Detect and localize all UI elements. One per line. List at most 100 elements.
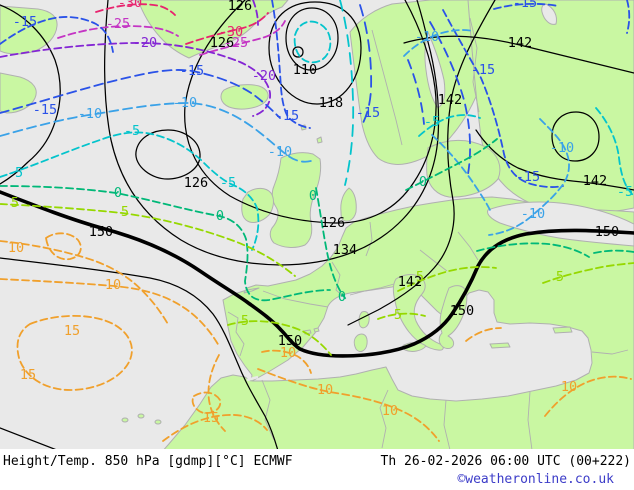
caption-bar: Height/Temp. 850 hPa [gdmp][°C] ECMWF Th… [0, 449, 634, 490]
temp-contour [162, 414, 268, 442]
copyright-link[interactable]: ©weatheronline.co.uk [457, 472, 614, 487]
temp-contour [0, 185, 331, 302]
temp-contour [465, 327, 502, 342]
height-contour [268, 1, 362, 105]
land-layer [0, 0, 634, 449]
contour-label: 10 [317, 382, 333, 398]
weather-map: 1101181261261261261341421421421421501501… [0, 0, 634, 449]
temp-contour [261, 349, 312, 374]
contour-label: 142 [583, 173, 607, 189]
contour-label: 150 [450, 303, 474, 319]
height-contour [135, 129, 201, 180]
contour-label: -15 [13, 14, 37, 30]
land-canary-islands [121, 413, 162, 425]
height-contour [347, 0, 496, 326]
temp-contour [595, 107, 634, 197]
temp-contour [57, 25, 179, 39]
contour-label: 5 [556, 269, 564, 285]
contour-label: -15 [513, 0, 537, 11]
contour-label: 5 [241, 313, 249, 329]
temp-contour [185, 12, 269, 45]
temp-contour [405, 138, 498, 191]
land-labrador [0, 72, 37, 114]
height-contour [0, 257, 279, 449]
contour-label: 142 [398, 274, 422, 290]
land-sardinia [353, 333, 368, 352]
temp-contour [476, 242, 590, 258]
temp-contour [403, 29, 474, 57]
contour-label: -25 [224, 35, 248, 51]
contour-label: -5 [424, 114, 440, 130]
temp-contour [45, 232, 82, 261]
temp-contour [442, 9, 564, 188]
contour-label: 15 [20, 367, 36, 383]
contour-label: 10 [561, 379, 577, 395]
temp-contour [377, 312, 426, 320]
contour-label: 10 [105, 277, 121, 293]
contour-label: 126 [184, 175, 208, 191]
contour-label: -5 [124, 123, 140, 139]
temp-contour [199, 20, 286, 56]
temp-contour [207, 354, 226, 432]
contour-label: 142 [438, 92, 462, 108]
temp-contour [418, 114, 481, 137]
temp-contour [397, 266, 497, 292]
land-cyprus [552, 326, 573, 334]
contour-label-layer: 1101181261261261261341421421421421501501… [7, 0, 633, 426]
temp-contour [429, 21, 471, 175]
contour-label: -5 [220, 175, 236, 191]
sea-black-sea [487, 201, 634, 247]
contour-label: -15 [33, 102, 57, 118]
contour-label: 150 [595, 224, 619, 240]
contour-label: -15 [516, 169, 540, 185]
height-contour [285, 7, 339, 71]
temp-contour [544, 375, 632, 417]
contour-label: 150 [89, 224, 113, 240]
temp-contour [431, 134, 491, 211]
temp-contour [626, 0, 631, 34]
land-corsica [358, 311, 370, 329]
contour-label: -30 [118, 0, 142, 11]
contour-label: 10 [382, 403, 398, 419]
contour-label: 134 [333, 242, 357, 258]
contour-label: 15 [203, 410, 219, 426]
temp-contour [0, 131, 260, 251]
temp-contour [542, 262, 634, 284]
contour-layer [0, 0, 634, 449]
temp-contour [0, 16, 114, 53]
temp-contour [593, 249, 634, 254]
height-contour [0, 427, 56, 449]
contour-label: -15 [180, 63, 204, 79]
temp-contour [257, 368, 440, 442]
contour-label: -10 [268, 144, 292, 160]
contour-label: -20 [133, 35, 157, 51]
temp-contour [493, 2, 559, 10]
contour-label: 5 [11, 195, 19, 211]
temp-contour [315, 187, 346, 299]
contour-label: 126 [210, 35, 234, 51]
contour-label: -5 [617, 184, 633, 200]
contour-label: -20 [252, 68, 276, 84]
height-contour [403, 35, 634, 74]
contour-label: 150 [278, 333, 302, 349]
country-borders [227, 17, 629, 449]
height-contour [475, 129, 634, 191]
height-contour [184, 0, 437, 224]
temp-contour [0, 42, 271, 117]
height-contour [104, 0, 440, 266]
contour-label: 0 [309, 188, 317, 204]
contour-label: -10 [550, 140, 574, 156]
temp-contour [407, 59, 425, 125]
contour-label: 5 [394, 307, 402, 323]
contour-label: -10 [173, 95, 197, 111]
contour-label: 110 [293, 62, 317, 78]
height-contour [0, 4, 61, 185]
temp-contour [0, 278, 220, 347]
temp-contour [95, 3, 176, 16]
temp-contour [0, 240, 170, 327]
sea-white-sea [541, 3, 557, 25]
contour-label: -25 [106, 16, 130, 32]
height-contour [551, 111, 600, 162]
height-contour [0, 190, 634, 358]
